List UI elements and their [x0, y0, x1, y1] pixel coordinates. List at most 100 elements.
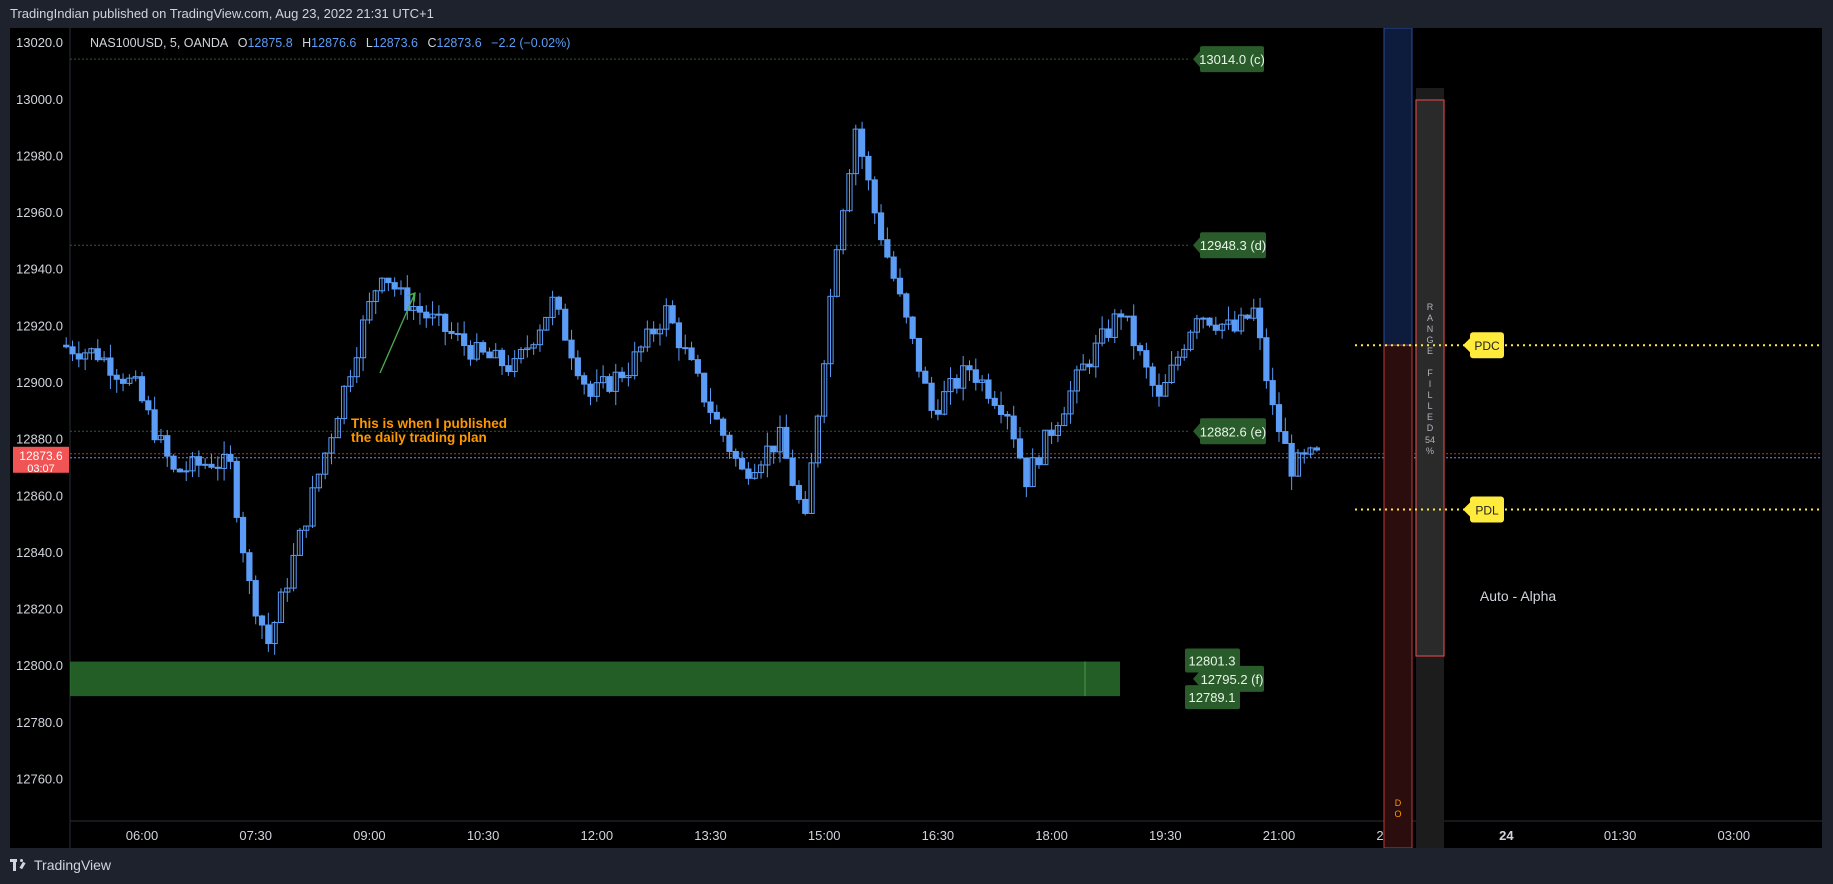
range-filled-char: I: [1429, 379, 1432, 389]
candle: [631, 341, 638, 380]
x-tick-label: 06:00: [126, 828, 159, 843]
candle: [701, 372, 708, 407]
pdl-tag-pointer: [1463, 502, 1470, 517]
candle: [1117, 309, 1125, 330]
candle-body: [1206, 317, 1213, 326]
candle-body: [574, 357, 581, 377]
price-chart[interactable]: 13020.0 13000.0 12980.0 12960.0 12940.0 12920…: [10, 28, 1822, 848]
close-label: C: [427, 36, 437, 50]
candle-body: [814, 415, 821, 464]
candle-body: [366, 301, 373, 321]
candle: [606, 373, 613, 394]
candle: [75, 341, 82, 368]
candle-body: [953, 378, 960, 389]
candle: [928, 376, 935, 419]
candle-body: [606, 376, 613, 392]
candle: [979, 375, 986, 392]
candle: [985, 373, 992, 404]
candle: [1256, 298, 1264, 351]
candle-body: [549, 296, 556, 318]
candle-body: [1105, 328, 1112, 338]
high-value: 12876.6: [311, 36, 357, 50]
tradingview-brand[interactable]: TradingView: [10, 857, 111, 873]
candle-body: [454, 333, 461, 336]
candle: [555, 295, 562, 315]
pdc-tag-box: [1470, 332, 1504, 359]
candle: [132, 370, 139, 382]
candle-body: [63, 344, 70, 348]
candle: [587, 380, 594, 406]
level-tag-c: 13014.0 (c): [1193, 46, 1265, 73]
candle-body: [309, 487, 316, 527]
candle-body: [1269, 380, 1276, 406]
x-tick-label: 15:00: [808, 828, 841, 843]
candle-body: [233, 460, 240, 518]
candle-body: [429, 313, 436, 319]
chart-area[interactable]: 13020.0 13000.0 12980.0 12960.0 12940.0 12920…: [10, 28, 1822, 848]
candle-body: [757, 464, 765, 474]
candle-body: [277, 591, 285, 624]
publish-header: TradingIndian published on TradingView.c…: [10, 6, 434, 21]
candle-body: [751, 472, 758, 479]
candle-body: [1263, 337, 1270, 382]
candle: [195, 450, 202, 478]
candle-body: [745, 468, 752, 479]
candle-body: [618, 371, 626, 379]
candle: [776, 415, 784, 463]
candle-body: [416, 306, 424, 313]
range-column-lower: [1383, 344, 1413, 848]
candle: [1212, 316, 1219, 335]
candle: [562, 303, 569, 341]
candle: [88, 347, 95, 360]
candle: [637, 345, 645, 362]
candle-body: [997, 404, 1005, 416]
candle: [1206, 317, 1213, 328]
candle-body: [1029, 457, 1036, 488]
y-tick-label: 12760.0: [16, 772, 63, 787]
candle: [1181, 344, 1188, 361]
candle-body: [353, 357, 360, 378]
candle: [1238, 307, 1245, 335]
candle-body: [732, 450, 739, 459]
candle: [176, 467, 184, 473]
ohlc-legend: NAS100USD, 5, OANDA O12875.8 H12876.6 L1…: [90, 36, 576, 50]
pdl-tag-box: [1470, 496, 1504, 523]
candle-body: [738, 457, 746, 470]
candle-body: [1187, 331, 1194, 350]
candle: [738, 451, 746, 471]
candle: [1054, 421, 1062, 443]
y-tick-label: 12900.0: [16, 375, 63, 390]
candle: [271, 620, 278, 655]
candle-body: [69, 346, 76, 355]
candle: [170, 454, 177, 473]
level-tag-box: [1200, 232, 1266, 259]
candle-body: [1080, 363, 1087, 371]
y-tick-label: 13020.0: [16, 35, 63, 50]
candle: [480, 340, 487, 355]
candle: [536, 324, 544, 352]
candle: [650, 321, 657, 342]
y-tick-label: 12920.0: [16, 318, 63, 333]
candle: [1200, 316, 1207, 329]
annotation-arrow: [379, 292, 416, 374]
range-filled-char: E: [1427, 346, 1433, 356]
candle-body: [726, 434, 733, 452]
candle-body: [562, 308, 569, 341]
candle-body: [663, 305, 670, 330]
range-filled-value: %: [1426, 446, 1434, 456]
range-filled-bar: [1415, 99, 1445, 657]
candle-body: [1275, 404, 1283, 433]
candle-body: [492, 349, 499, 359]
candle: [821, 360, 828, 424]
candle-body: [802, 498, 809, 514]
candle-body: [884, 239, 891, 258]
candle: [505, 355, 512, 376]
candle: [1231, 311, 1238, 334]
range-filled-value: 54: [1425, 435, 1435, 445]
candle: [454, 322, 461, 341]
candle: [239, 511, 247, 563]
candle-body: [517, 349, 525, 360]
candle-body: [157, 435, 165, 441]
candle: [1193, 314, 1200, 340]
candle: [1244, 314, 1251, 320]
